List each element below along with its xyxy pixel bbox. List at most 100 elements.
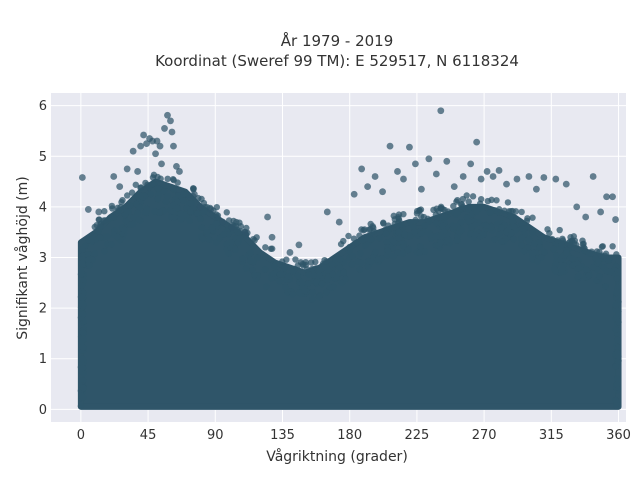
y-tick-label: 1 (39, 352, 47, 367)
scatter-point (417, 243, 424, 250)
scatter-point (164, 192, 171, 200)
scatter-point (318, 280, 326, 288)
scatter-point (507, 213, 514, 220)
scatter-point (208, 224, 216, 231)
scatter-point (427, 231, 434, 239)
scatter-point (305, 271, 312, 278)
scatter-point (399, 250, 406, 257)
scatter-point (450, 202, 457, 210)
scatter-point (270, 270, 277, 277)
outlier-point (437, 107, 445, 115)
scatter-point (614, 400, 621, 407)
scatter-point (352, 239, 360, 247)
outlier-point (495, 167, 503, 174)
scatter-point (296, 289, 303, 296)
scatter-point (476, 200, 484, 207)
scatter-point (417, 230, 425, 237)
x-tick-label: 180 (337, 428, 362, 443)
scatter-point (236, 235, 243, 242)
scatter-point (589, 264, 597, 271)
y-tick-label: 3 (39, 251, 47, 266)
scatter-point (85, 256, 92, 264)
scatter-point (267, 245, 275, 252)
scatter-point (601, 252, 609, 259)
scatter-point (593, 248, 601, 255)
x-tick-label: 270 (472, 428, 497, 443)
outlier-point (207, 206, 215, 213)
scatter-point (404, 246, 412, 254)
outlier-point (173, 162, 180, 170)
outlier-point (168, 128, 176, 136)
scatter-point (438, 232, 445, 239)
scatter-point (171, 214, 178, 221)
scatter-point (348, 261, 356, 268)
scatter-point (521, 225, 529, 232)
scatter-point (433, 205, 440, 212)
outlier-point (84, 206, 92, 213)
scatter-point (332, 256, 339, 263)
outlier-point (483, 168, 491, 175)
scatter-point (132, 181, 139, 188)
scatter-point (130, 214, 137, 221)
outlier-point (371, 173, 379, 180)
scatter-point (100, 217, 107, 224)
scatter-point (149, 180, 156, 188)
scatter-point (213, 239, 220, 246)
scatter-point (445, 236, 452, 243)
scatter-point (598, 243, 606, 250)
scatter-point (169, 184, 177, 192)
scatter-point (142, 179, 149, 187)
outlier-point (379, 188, 386, 196)
scatter-point (151, 207, 158, 215)
scatter-point (585, 272, 593, 279)
scatter-point (254, 254, 261, 262)
outlier-point (467, 160, 475, 168)
scatter-point (233, 218, 240, 226)
scatter-point (473, 208, 480, 215)
scatter-point (250, 235, 257, 243)
scatter-point (263, 283, 270, 290)
scatter-point (605, 257, 612, 264)
scatter-point (328, 261, 336, 268)
scatter-point (498, 224, 505, 231)
outlier-point (406, 143, 413, 151)
outlier-point (143, 140, 150, 148)
x-tick-label: 45 (140, 428, 157, 443)
scatter-point (395, 219, 402, 227)
scatter-point (471, 231, 479, 238)
scatter-point (214, 212, 222, 219)
scatter-point (128, 189, 136, 196)
scatter-point (242, 265, 250, 272)
outlier-point (489, 173, 497, 180)
scatter-point (459, 195, 467, 203)
scatter-point (570, 240, 578, 247)
outlier-point (264, 213, 271, 221)
scatter-point (394, 249, 401, 256)
scatter-point (97, 223, 104, 230)
scatter-point (250, 243, 257, 250)
outlier-point (116, 183, 124, 191)
scatter-point (164, 175, 171, 183)
outlier-point (137, 142, 145, 150)
scatter-point (457, 218, 465, 226)
scatter-point (536, 244, 543, 251)
outlier-point (573, 203, 581, 211)
scatter-point (495, 206, 503, 213)
scatter-point (174, 198, 181, 205)
x-axis-label: Vågriktning (grader) (266, 448, 408, 465)
scatter-point (595, 258, 602, 265)
scatter-point (225, 231, 232, 238)
outlier-point (525, 173, 533, 180)
scatter-point (134, 209, 141, 217)
scatter-point (512, 208, 520, 215)
scatter-point (194, 210, 201, 217)
scatter-point (558, 242, 565, 249)
outlier-point (400, 175, 407, 183)
scatter-point (410, 228, 418, 236)
outlier-point (123, 165, 131, 173)
outlier-point (503, 180, 510, 188)
scatter-point (356, 266, 363, 273)
outlier-point (286, 249, 294, 256)
outlier-point (78, 174, 86, 181)
scatter-point (337, 240, 345, 248)
